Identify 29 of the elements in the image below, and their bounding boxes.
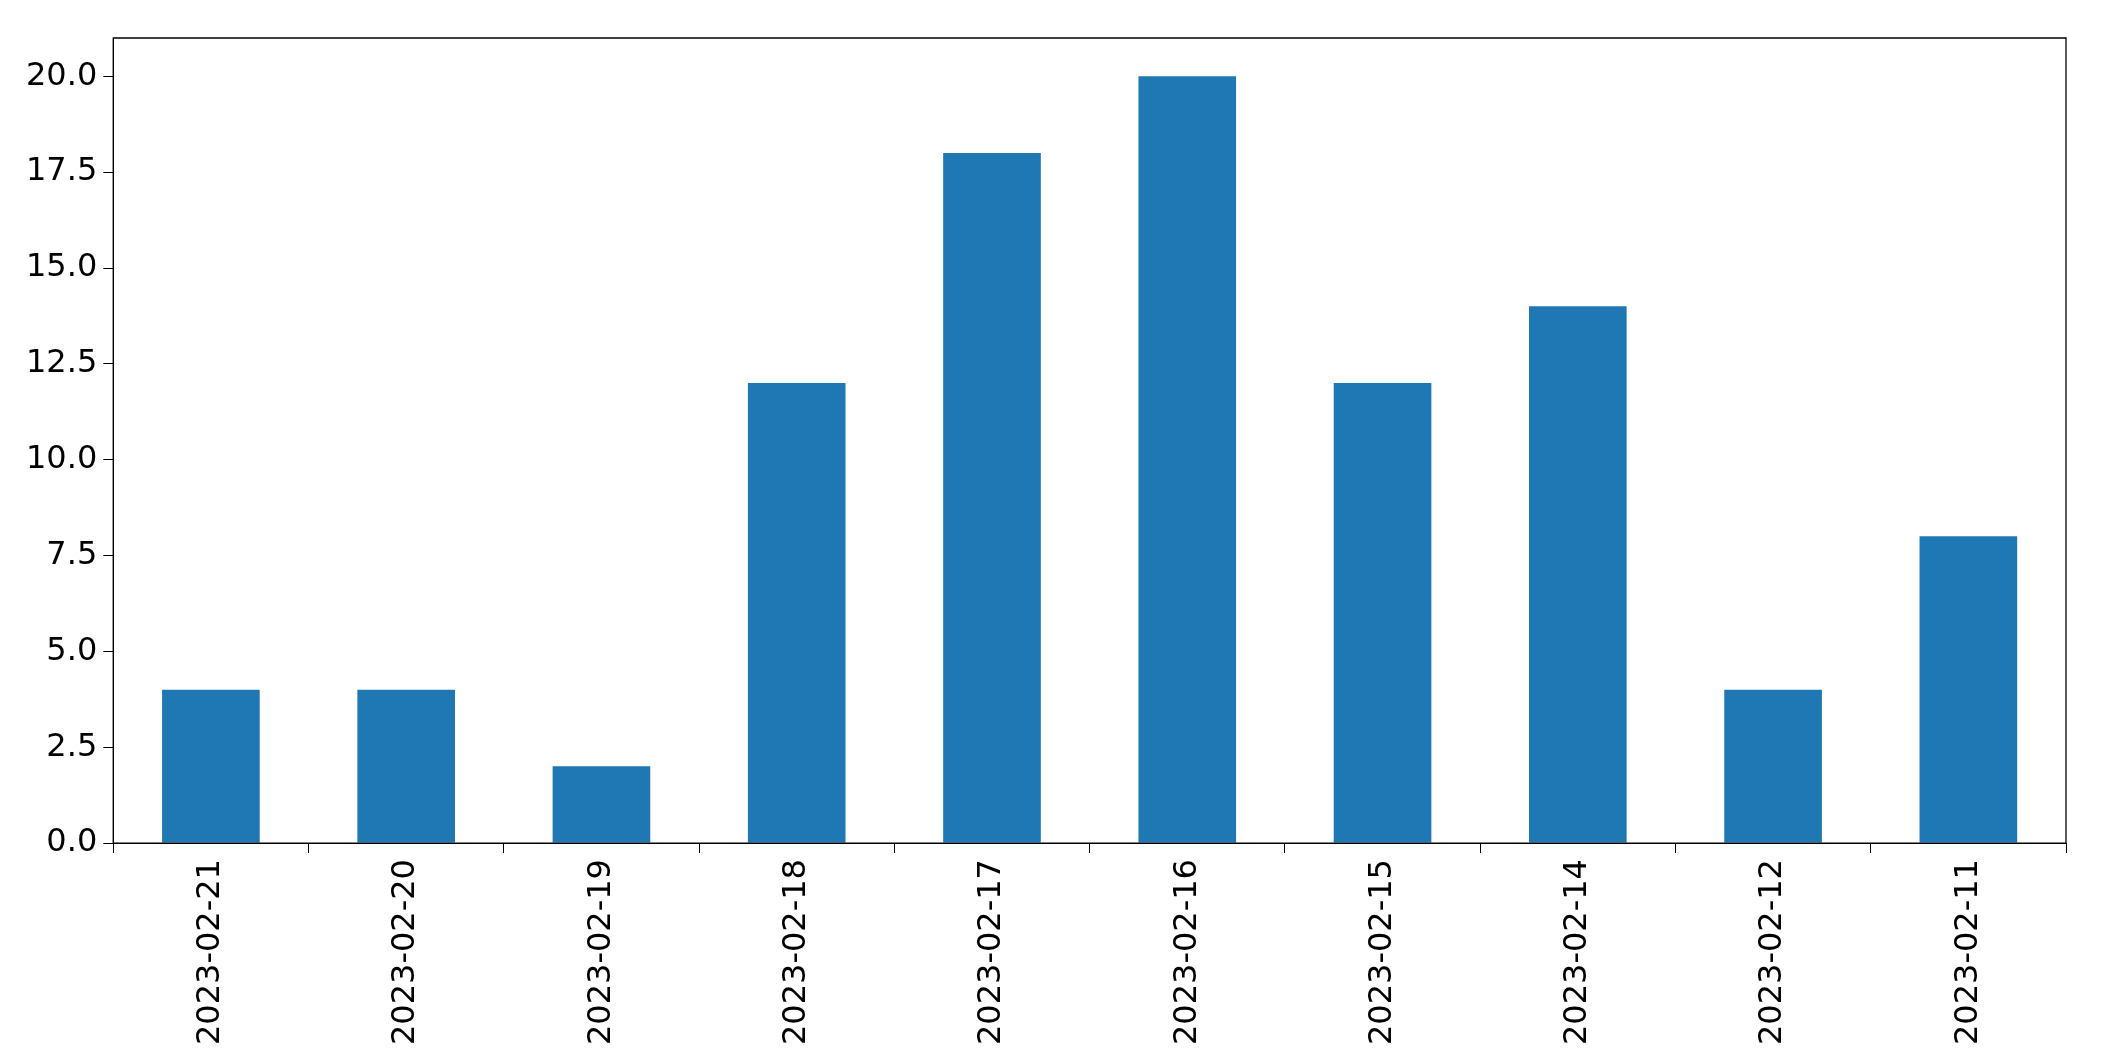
y-tick-label: 2.5 xyxy=(46,725,98,764)
x-tick-label: 2023-02-12 xyxy=(1751,859,1790,1045)
y-tick-label: 5.0 xyxy=(46,629,98,668)
x-tick-label: 2023-02-18 xyxy=(775,859,814,1045)
x-tick-label: 2023-02-21 xyxy=(189,859,228,1045)
bar xyxy=(552,766,651,843)
x-tick-label: 2023-02-19 xyxy=(579,859,618,1045)
x-tick-label: 2023-02-17 xyxy=(970,859,1009,1045)
y-tick-label: 17.5 xyxy=(26,150,98,189)
bar xyxy=(1333,383,1432,843)
y-tick-label: 15.0 xyxy=(26,246,98,285)
y-tick-label: 0.0 xyxy=(46,821,98,860)
x-tick-label: 2023-02-15 xyxy=(1360,859,1399,1045)
y-tick-label: 20.0 xyxy=(26,54,98,93)
x-tick-label: 2023-02-16 xyxy=(1165,859,1204,1045)
bar xyxy=(1919,536,2018,843)
bar xyxy=(747,383,846,843)
bar xyxy=(1138,76,1237,843)
bar xyxy=(1724,689,1822,843)
bar xyxy=(1528,306,1627,843)
y-tick-label: 10.0 xyxy=(26,438,98,476)
bar xyxy=(943,153,1041,843)
x-tick-label: 2023-02-11 xyxy=(1946,859,1985,1045)
y-tick-label: 7.5 xyxy=(46,533,98,572)
y-tick-label: 12.5 xyxy=(26,342,98,381)
x-tick-label: 2023-02-20 xyxy=(384,859,423,1045)
bar xyxy=(162,689,260,843)
x-tick-label: 2023-02-14 xyxy=(1556,859,1595,1045)
bar xyxy=(357,689,455,843)
